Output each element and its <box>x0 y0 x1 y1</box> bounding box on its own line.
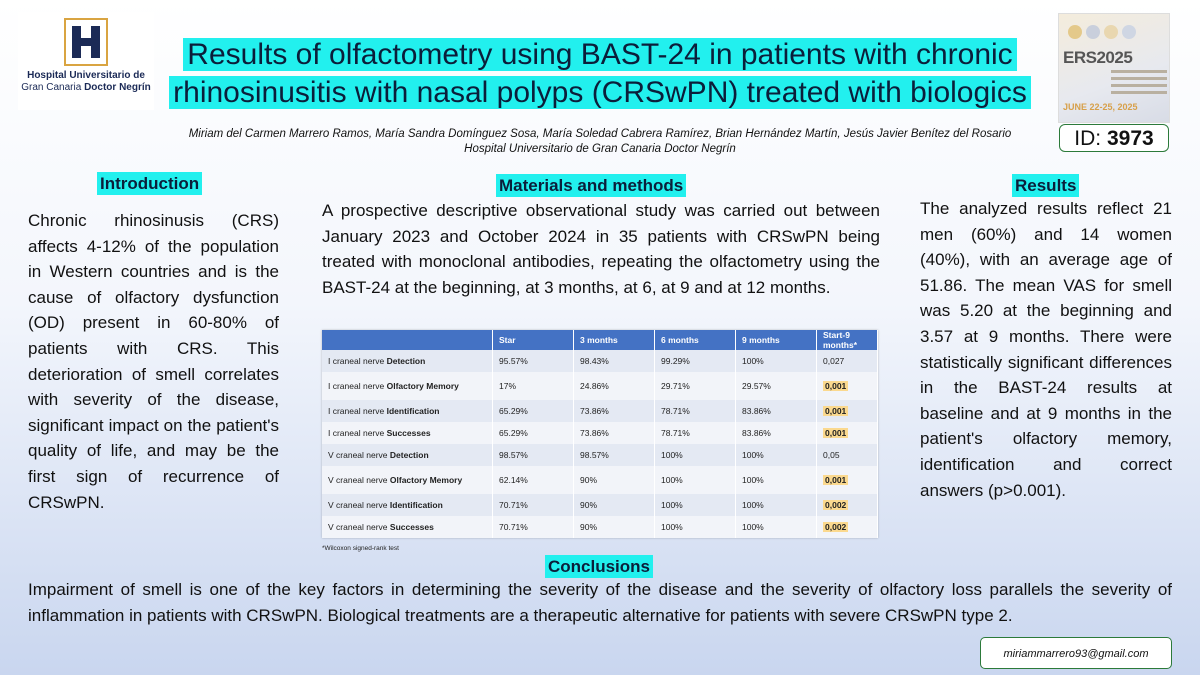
table-cell: 29.71% <box>654 372 736 400</box>
col-header: 6 months <box>654 330 736 350</box>
ers-decor-icon <box>1068 25 1136 39</box>
table-cell: 100% <box>735 350 817 372</box>
table-row: I craneal nerve Identification 65.29% 73.8… <box>322 400 878 422</box>
methods-text: A prospective descriptive observational … <box>322 201 880 297</box>
table-cell: 95.57% <box>492 350 574 372</box>
poster-id-badge: ID: 3973 <box>1059 124 1169 152</box>
author-list: Miriam del Carmen Marrero Ramos, María S… <box>188 128 1012 140</box>
poster-title: Results of olfactometry using BAST-24 in… <box>152 36 1048 112</box>
ers-text-lines <box>1111 70 1167 98</box>
row-label: V craneal nerve Identification <box>322 494 493 516</box>
table-cell: 65.29% <box>492 422 574 444</box>
table-cell: 98.57% <box>573 444 655 466</box>
col-header: 3 months <box>573 330 655 350</box>
table-cell: 100% <box>735 466 817 494</box>
results-table: Star 3 months 6 months 9 months Start-9 … <box>322 330 878 538</box>
ers-name: ERS2025 <box>1063 48 1133 67</box>
hospital-logo: Hospital Universitario de Gran Canaria D… <box>18 12 154 110</box>
conclusions-text: Impairment of smell is one of the key fa… <box>28 580 1172 625</box>
table-cell: 100% <box>654 494 736 516</box>
table-cell: 99.29% <box>654 350 736 372</box>
p-value-cell: 0,001 <box>816 372 878 400</box>
table-cell: 100% <box>735 494 817 516</box>
table-footnote: *Wilcoxon signed-rank test <box>322 545 399 552</box>
table-row: V craneal nerve Detection 98.57% 98.57% 100… <box>322 444 878 466</box>
table-row: I craneal nerve Detection 95.57% 98.43% 99.… <box>322 350 878 372</box>
authors-block: Miriam del Carmen Marrero Ramos, María S… <box>150 127 1050 157</box>
table-body: I craneal nerve Detection 95.57% 98.43% 99.… <box>322 350 878 538</box>
table-cell: 65.29% <box>492 400 574 422</box>
p-value-cell: 0,027 <box>816 350 878 372</box>
methods-heading: Materials and methods <box>496 174 687 197</box>
table-cell: 100% <box>654 516 736 538</box>
table-cell: 90% <box>573 494 655 516</box>
p-value-cell: 0,001 <box>816 422 878 444</box>
affiliation: Hospital Universitario de Gran Canaria D… <box>464 143 736 155</box>
conclusions-heading: Conclusions <box>545 555 654 578</box>
introduction-heading: Introduction <box>97 172 203 195</box>
ers-dates: JUNE 22-25, 2025 <box>1063 102 1138 112</box>
table-cell: 100% <box>654 444 736 466</box>
ers-congress-logo: ERS2025 JUNE 22-25, 2025 <box>1058 13 1170 123</box>
table-cell: 100% <box>735 516 817 538</box>
table-cell: 78.71% <box>654 422 736 444</box>
table-row: I craneal nerve Successes 65.29% 73.86% 78.… <box>322 422 878 444</box>
row-label: V craneal nerve Olfactory Memory <box>322 466 493 494</box>
contact-email[interactable]: miriammarrero93@gmail.com <box>980 637 1172 669</box>
results-heading: Results <box>1012 174 1080 197</box>
row-label: I craneal nerve Identification <box>322 400 493 422</box>
table-cell: 90% <box>573 466 655 494</box>
table-cell: 98.43% <box>573 350 655 372</box>
p-value-cell: 0,002 <box>816 516 878 538</box>
logo-line2: Gran Canaria Doctor Negrín <box>21 82 151 93</box>
results-text: The analyzed results reflect 21 men (60%… <box>920 199 1172 500</box>
p-value-cell: 0,002 <box>816 494 878 516</box>
table-cell: 17% <box>492 372 574 400</box>
col-header <box>322 330 493 350</box>
p-value-cell: 0,05 <box>816 444 878 466</box>
hospital-h-icon <box>64 18 108 66</box>
table-cell: 70.71% <box>492 516 574 538</box>
table-row: V craneal nerve Olfactory Memory 62.14% 90… <box>322 466 878 494</box>
table-header-row: Star 3 months 6 months 9 months Start-9 … <box>322 330 878 350</box>
logo-line1: Hospital Universitario de <box>27 70 145 81</box>
table-row: V craneal nerve Identification 70.71% 90% 1… <box>322 494 878 516</box>
row-label: I craneal nerve Olfactory Memory <box>322 372 493 400</box>
table-row: V craneal nerve Successes 70.71% 90% 100% 10… <box>322 516 878 538</box>
table-cell: 73.86% <box>573 400 655 422</box>
table-row: I craneal nerve Olfactory Memory 17% 24.86… <box>322 372 878 400</box>
row-label: V craneal nerve Successes <box>322 516 493 538</box>
col-header: Start-9 months* <box>816 330 878 350</box>
col-header: Star <box>492 330 574 350</box>
table-cell: 24.86% <box>573 372 655 400</box>
p-value-cell: 0,001 <box>816 466 878 494</box>
table-cell: 62.14% <box>492 466 574 494</box>
table-cell: 73.86% <box>573 422 655 444</box>
table-cell: 100% <box>654 466 736 494</box>
table-cell: 83.86% <box>735 400 817 422</box>
row-label: I craneal nerve Detection <box>322 350 493 372</box>
table-cell: 78.71% <box>654 400 736 422</box>
table-cell: 98.57% <box>492 444 574 466</box>
introduction-text: Chronic rhinosinusis (CRS) affects 4-12%… <box>28 211 279 512</box>
table-cell: 29.57% <box>735 372 817 400</box>
table-cell: 83.86% <box>735 422 817 444</box>
table-cell: 70.71% <box>492 494 574 516</box>
row-label: I craneal nerve Successes <box>322 422 493 444</box>
p-value-cell: 0,001 <box>816 400 878 422</box>
table-cell: 90% <box>573 516 655 538</box>
table-cell: 100% <box>735 444 817 466</box>
col-header: 9 months <box>735 330 817 350</box>
row-label: V craneal nerve Detection <box>322 444 493 466</box>
